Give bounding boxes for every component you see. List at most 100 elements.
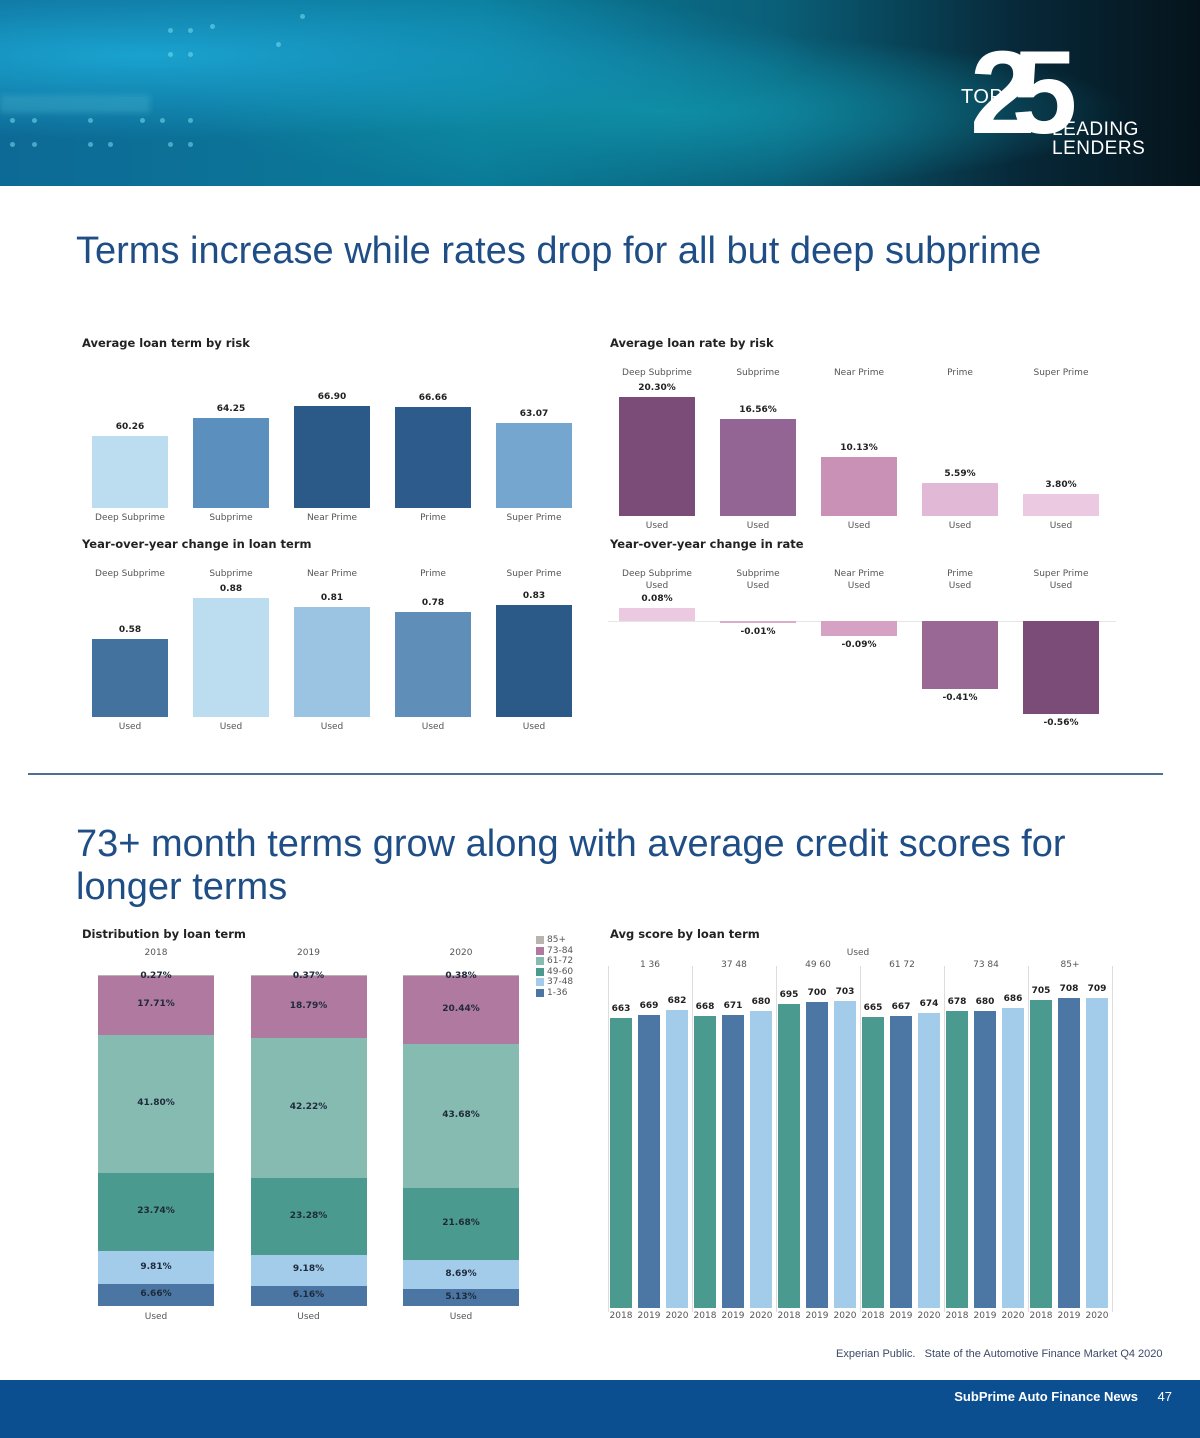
bar [778,1004,800,1308]
group-label: 49 60 [805,960,831,970]
segment-label: 8.69% [445,1268,477,1279]
data-label: 674 [919,999,939,1010]
category-label: Near Prime [833,368,885,378]
group-panel [776,966,860,1312]
x-tick-label: 2020 [1001,1311,1025,1321]
bar [918,1013,940,1308]
segment-label: 5.13% [445,1291,477,1302]
group-label: 73 84 [973,960,999,970]
x-tick-label: 2018 [609,1311,633,1321]
bar [922,621,998,690]
bar [720,621,796,623]
group-label: 37 48 [721,960,747,970]
data-label: 10.13% [840,442,878,453]
data-label: 0.08% [641,593,673,604]
x-tick-label: 2018 [693,1311,717,1321]
banner-dot [188,118,193,123]
data-label: 60.26 [115,422,145,432]
category-label: Deep Subprime [622,368,692,378]
bar [821,621,897,636]
stack-segment [403,1188,519,1261]
sub-label: Used [1049,521,1073,531]
segment-label: 21.68% [442,1218,480,1229]
stack-segment [98,1251,214,1284]
data-label: 0.88 [219,584,243,594]
data-label: -0.09% [841,639,877,650]
bar [974,1010,996,1308]
category-label: Prime [947,569,973,579]
data-label: 63.07 [519,409,549,420]
x-tick-label: 2019 [805,1311,829,1321]
group-panel [608,966,692,1312]
segment-label: 0.38% [445,971,477,981]
bar [294,406,370,508]
segment-label: 23.28% [289,1210,328,1221]
legend-swatch [536,946,544,955]
x-tick-label: 2018 [1029,1311,1053,1321]
x-tick-label: 2020 [917,1311,941,1321]
bar [720,418,796,516]
legend-swatch [536,988,544,997]
x-tick-label: 2019 [637,1311,661,1321]
legend-item: 61-72 [536,956,573,967]
category-label: Deep Subprime [622,569,692,579]
sub-label: Used [948,521,972,531]
stack-segment [98,1283,214,1306]
stack-segment [250,1285,367,1306]
data-label: 20.30% [638,383,676,393]
sub-label: Used [1049,581,1073,591]
legend-item: 1-36 [536,988,573,999]
sub-label: Used [320,722,344,732]
legend-item: 73-84 [536,946,573,957]
segment-label: 42.22% [289,1102,328,1113]
banner-dot [188,142,193,147]
sub-label: Used [522,722,546,732]
data-label: 668 [695,1001,715,1012]
data-label: 669 [639,1001,659,1012]
legend-item: 49-60 [536,967,573,978]
banner-dot [88,142,93,147]
bar [722,1014,744,1308]
category-label: Super Prime [506,569,562,579]
stack-segment [250,1255,367,1286]
data-label: 66.90 [317,392,347,402]
legend-swatch [536,936,544,945]
stack-segment [98,975,214,976]
group-panel [1028,966,1112,1312]
data-label: 0.58 [118,624,142,635]
stack-segment [98,1172,214,1252]
category-label: Subprime [736,569,780,579]
banner-dot [188,28,193,33]
data-label: 3.80% [1045,479,1077,490]
bar [496,423,572,508]
bar [619,397,695,516]
data-label: 5.59% [944,469,976,480]
source-citation: Experian Public. State of the Automotive… [836,1348,1163,1360]
bar [638,1015,660,1308]
year-label: 2018 [144,948,168,958]
sub-label: Used [847,581,871,591]
data-label: 671 [723,1000,743,1011]
data-label: 64.25 [216,403,246,414]
segment-label: 43.68% [442,1110,480,1121]
data-label: 686 [1003,994,1023,1004]
legend-label: 73-84 [547,945,574,956]
logo-line-2: LENDERS [1052,138,1146,159]
data-label: 695 [779,990,799,1001]
bar [193,598,269,717]
logo-top: TOP [961,86,1004,108]
x-tick-label: 2018 [945,1311,969,1321]
chart-title: Year-over-year change in loan term [82,537,312,551]
bar [1023,621,1099,714]
logo-tagline: LEADING LENDERS [1052,120,1145,158]
category-label: Prime [420,569,446,579]
distribution-legend: 85+ 73-84 61-72 49-60 37-48 1-36 [536,935,573,998]
segment-label: 6.16% [292,1289,325,1300]
bar [193,417,269,508]
x-tick-label: 2019 [889,1311,913,1321]
data-label: -0.01% [740,626,776,637]
segment-label: 41.80% [137,1097,175,1108]
bar [806,1001,828,1308]
bar [694,1015,716,1308]
category-label: Subprime [736,368,780,378]
